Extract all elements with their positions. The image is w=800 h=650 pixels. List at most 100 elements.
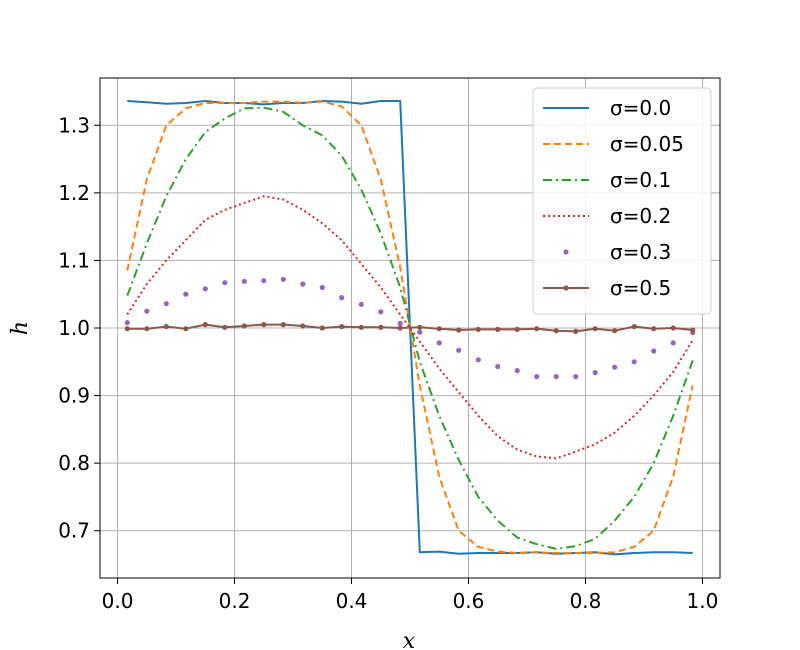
series-line bbox=[126, 100, 694, 554]
data-point bbox=[495, 363, 501, 370]
data-point bbox=[397, 325, 403, 331]
data-point bbox=[280, 276, 286, 282]
series-line bbox=[127, 323, 693, 333]
data-point bbox=[241, 323, 247, 329]
x-tick-label: 0.8 bbox=[570, 589, 602, 613]
data-point bbox=[300, 281, 306, 287]
data-point bbox=[534, 326, 540, 332]
data-point bbox=[183, 291, 189, 297]
series-line bbox=[126, 195, 694, 460]
data-point bbox=[261, 322, 267, 328]
y-tick-label: 1.0 bbox=[58, 316, 90, 340]
legend-marker bbox=[563, 285, 569, 291]
data-point bbox=[261, 278, 267, 284]
data-point bbox=[378, 324, 384, 330]
data-point bbox=[592, 326, 598, 332]
data-point bbox=[397, 320, 403, 326]
data-point bbox=[612, 364, 618, 370]
data-point bbox=[358, 301, 364, 307]
data-point bbox=[241, 278, 247, 284]
y-axis-label: h bbox=[8, 321, 33, 335]
series-1 bbox=[126, 100, 694, 554]
legend-item: σ=0.1 bbox=[543, 168, 671, 192]
legend-label: σ=0.1 bbox=[610, 168, 671, 192]
legend-label: σ=0.3 bbox=[610, 240, 671, 264]
data-point bbox=[553, 374, 559, 380]
data-point bbox=[163, 301, 169, 307]
y-tick-label: 1.3 bbox=[58, 113, 90, 137]
data-point bbox=[163, 324, 169, 330]
data-point bbox=[183, 326, 189, 332]
y-tick-label: 0.8 bbox=[58, 451, 90, 475]
data-point bbox=[631, 359, 637, 365]
data-point bbox=[417, 329, 423, 335]
data-point bbox=[670, 340, 676, 346]
data-point bbox=[670, 325, 676, 331]
data-point bbox=[202, 286, 208, 292]
legend-marker bbox=[563, 249, 569, 255]
data-point bbox=[475, 357, 481, 363]
data-point bbox=[495, 326, 501, 332]
data-point bbox=[358, 324, 364, 330]
data-point bbox=[651, 348, 657, 354]
y-tick-label: 0.7 bbox=[58, 519, 90, 543]
data-point bbox=[144, 326, 150, 332]
legend-item: σ=0.3 bbox=[563, 240, 671, 264]
data-point bbox=[651, 326, 657, 332]
data-point bbox=[690, 327, 696, 333]
data-point bbox=[456, 327, 462, 333]
x-tick-labels: 0.0 0.2 0.4 0.6 0.8 1.0 bbox=[102, 589, 719, 613]
y-tick-label: 1.1 bbox=[58, 248, 90, 272]
data-point bbox=[436, 340, 442, 346]
data-point bbox=[378, 309, 384, 315]
y-tick-label: 0.9 bbox=[58, 384, 90, 408]
data-point bbox=[514, 368, 520, 374]
x-tick-label: 0.4 bbox=[336, 589, 368, 613]
data-point bbox=[612, 328, 618, 334]
data-point bbox=[514, 326, 520, 332]
data-point bbox=[436, 326, 442, 332]
data-point bbox=[124, 326, 130, 332]
series-3 bbox=[126, 195, 694, 460]
legend-item: σ=0.2 bbox=[543, 204, 671, 228]
x-tick-label: 0.0 bbox=[102, 589, 134, 613]
legend-label: σ=0.2 bbox=[610, 204, 671, 228]
data-point bbox=[124, 320, 130, 326]
data-point bbox=[300, 323, 306, 329]
data-point bbox=[319, 325, 325, 331]
legend-item: σ=0.5 bbox=[543, 276, 671, 300]
data-point bbox=[475, 326, 481, 332]
axis-ticks bbox=[94, 124, 703, 584]
x-tick-label: 1.0 bbox=[687, 589, 719, 613]
legend: σ=0.0 σ=0.05 σ=0.1 σ=0.2 σ=0.3 σ=0.5 bbox=[532, 87, 712, 315]
legend-label: σ=0.05 bbox=[610, 132, 684, 156]
data-point bbox=[222, 324, 228, 330]
data-point bbox=[202, 322, 208, 328]
data-point bbox=[339, 324, 345, 330]
legend-item: σ=0.0 bbox=[543, 96, 671, 120]
legend-label: σ=0.0 bbox=[610, 96, 671, 120]
legend-item: σ=0.05 bbox=[543, 132, 684, 156]
series-5 bbox=[124, 322, 696, 334]
x-axis-label: x bbox=[403, 629, 416, 650]
series-layer bbox=[124, 100, 696, 556]
data-point bbox=[456, 347, 462, 353]
data-point bbox=[280, 322, 286, 328]
data-point bbox=[573, 328, 579, 334]
data-point bbox=[222, 280, 228, 286]
data-point bbox=[417, 324, 423, 330]
y-tick-labels: 0.7 0.8 0.9 1.0 1.1 1.2 1.3 bbox=[58, 113, 90, 542]
data-point bbox=[631, 324, 637, 330]
data-point bbox=[592, 370, 598, 376]
x-tick-label: 0.6 bbox=[453, 589, 485, 613]
data-point bbox=[553, 328, 559, 334]
legend-label: σ=0.5 bbox=[610, 276, 671, 300]
y-tick-label: 1.2 bbox=[58, 181, 90, 205]
data-point bbox=[144, 308, 150, 314]
series-4 bbox=[124, 276, 696, 380]
x-tick-label: 0.2 bbox=[219, 589, 251, 613]
data-point bbox=[534, 374, 540, 380]
data-point bbox=[573, 374, 579, 380]
